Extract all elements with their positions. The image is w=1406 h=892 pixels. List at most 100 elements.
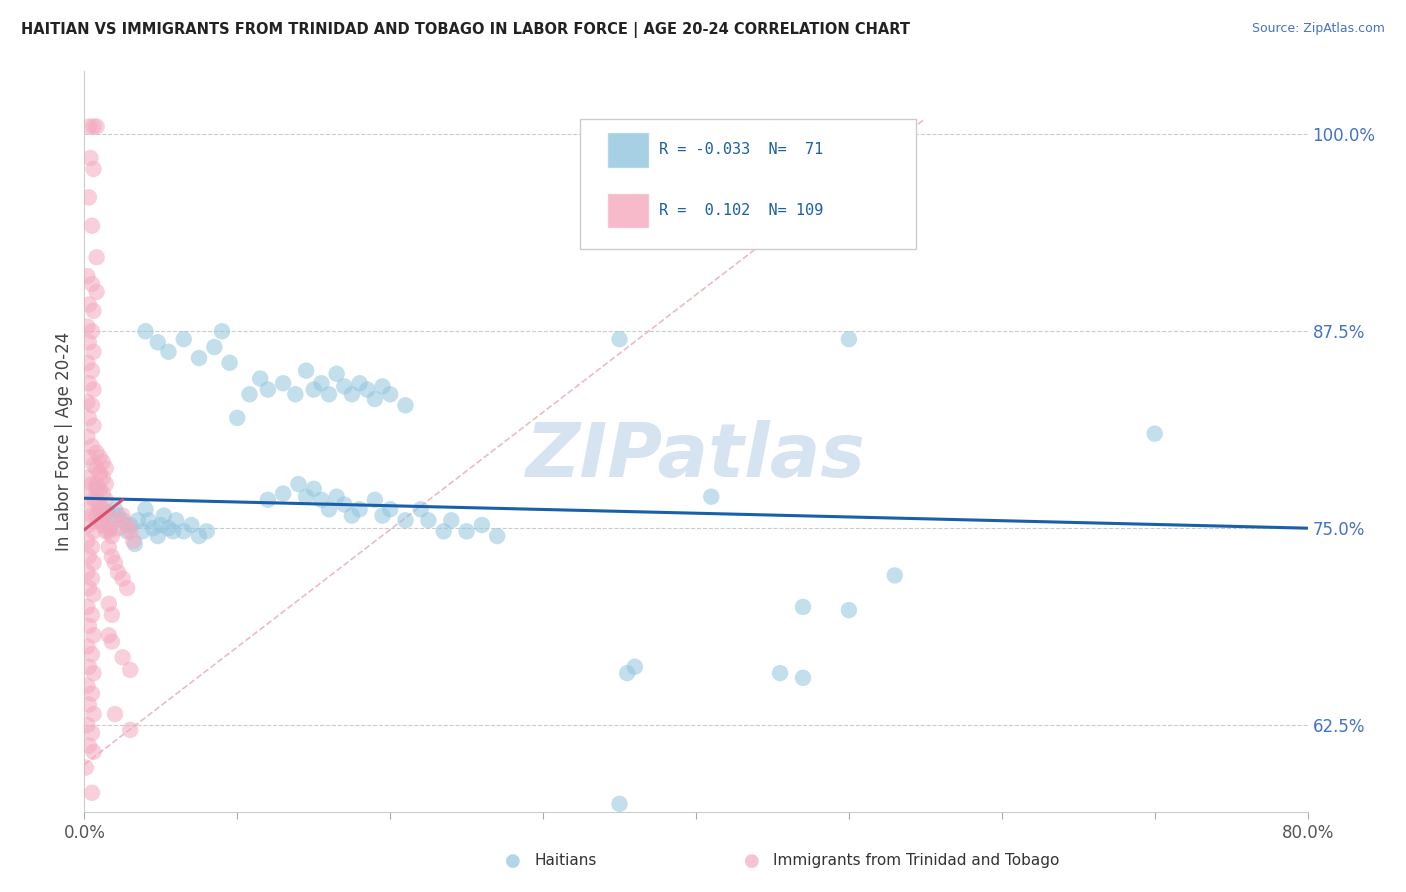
- Point: [302, 383, 325, 397]
- Point: [394, 398, 416, 412]
- Point: [101, 607, 124, 622]
- Point: [94, 461, 117, 475]
- Point: [107, 508, 129, 523]
- Point: [80, 439, 103, 453]
- Point: [471, 518, 494, 533]
- Point: [83, 587, 105, 601]
- Point: [211, 324, 233, 338]
- Point: [122, 533, 145, 548]
- Point: [371, 379, 394, 393]
- Point: [83, 303, 105, 318]
- Point: [104, 707, 127, 722]
- Point: [188, 351, 211, 365]
- Point: [146, 335, 169, 350]
- Point: [295, 490, 318, 504]
- Point: [157, 521, 180, 535]
- Point: [257, 383, 280, 397]
- Point: [80, 277, 103, 291]
- Point: [700, 490, 723, 504]
- Point: [97, 628, 120, 642]
- Point: [120, 663, 142, 677]
- Point: [111, 508, 134, 523]
- Point: [76, 566, 98, 580]
- Point: [124, 537, 146, 551]
- Point: [83, 418, 105, 433]
- Point: [456, 524, 478, 539]
- Point: [153, 508, 176, 523]
- Point: [356, 383, 378, 397]
- Point: [77, 190, 100, 204]
- Point: [364, 492, 387, 507]
- Text: ●: ●: [505, 852, 522, 870]
- Point: [202, 340, 225, 354]
- Point: [86, 250, 108, 264]
- Point: [86, 482, 108, 496]
- Point: [77, 549, 100, 564]
- Point: [486, 529, 509, 543]
- Point: [80, 607, 103, 622]
- Point: [94, 492, 117, 507]
- Point: [80, 219, 103, 233]
- Point: [120, 524, 142, 539]
- Point: [75, 761, 97, 775]
- Point: [218, 356, 240, 370]
- Point: [97, 540, 120, 554]
- Point: [238, 387, 260, 401]
- Point: [380, 387, 402, 401]
- Text: Source: ZipAtlas.com: Source: ZipAtlas.com: [1251, 22, 1385, 36]
- Point: [77, 376, 100, 391]
- Point: [86, 508, 108, 523]
- Point: [173, 524, 195, 539]
- Bar: [606, 193, 650, 228]
- Text: Haitians: Haitians: [534, 854, 596, 868]
- Point: [94, 477, 117, 491]
- Point: [76, 718, 98, 732]
- Point: [77, 335, 100, 350]
- Point: [311, 376, 333, 391]
- Point: [838, 603, 860, 617]
- Point: [89, 466, 111, 480]
- Point: [86, 492, 108, 507]
- Point: [287, 477, 309, 491]
- Point: [80, 572, 103, 586]
- Point: [89, 450, 111, 465]
- Point: [83, 745, 105, 759]
- Point: [83, 344, 105, 359]
- Point: [311, 492, 333, 507]
- Point: [364, 392, 387, 406]
- Point: [76, 269, 98, 284]
- Point: [94, 524, 117, 539]
- Point: [83, 628, 105, 642]
- Point: [77, 581, 100, 595]
- Point: [249, 371, 271, 385]
- Point: [609, 332, 631, 346]
- Point: [86, 285, 108, 299]
- Point: [162, 524, 184, 539]
- Point: [394, 513, 416, 527]
- Point: [83, 524, 105, 539]
- Point: [104, 502, 127, 516]
- Point: [97, 597, 120, 611]
- Text: R =  0.102  N= 109: R = 0.102 N= 109: [659, 203, 824, 218]
- Point: [120, 723, 142, 737]
- Point: [76, 502, 98, 516]
- Point: [79, 151, 101, 165]
- Point: [83, 161, 105, 176]
- Point: [101, 634, 124, 648]
- Point: [349, 502, 371, 516]
- Point: [83, 120, 105, 134]
- Point: [80, 398, 103, 412]
- Point: [195, 524, 218, 539]
- Point: [76, 533, 98, 548]
- Point: [80, 687, 103, 701]
- Point: [91, 471, 114, 485]
- Point: [609, 797, 631, 811]
- Point: [86, 120, 108, 134]
- Point: [142, 521, 165, 535]
- Point: [76, 599, 98, 614]
- Point: [98, 521, 121, 535]
- Text: R = -0.033  N=  71: R = -0.033 N= 71: [659, 143, 824, 157]
- Point: [107, 521, 129, 535]
- Point: [333, 498, 356, 512]
- Point: [135, 502, 157, 516]
